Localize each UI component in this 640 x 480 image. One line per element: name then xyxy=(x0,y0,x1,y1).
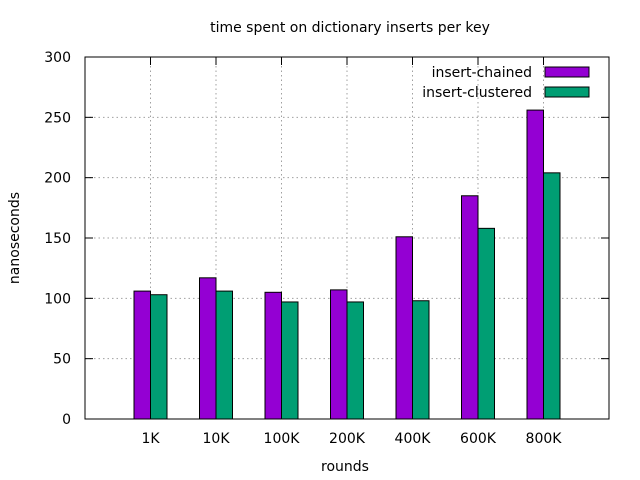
x-tick-label: 10K xyxy=(203,431,231,447)
x-tick-labels: 1K 10K 100K 200K 400K 600K 800K xyxy=(141,431,562,447)
bar-insert-clustered-400K xyxy=(412,300,430,420)
x-tick-label: 100K xyxy=(264,431,301,447)
bar-insert-chained-400K xyxy=(395,236,413,420)
bar-insert-chained-100K xyxy=(264,291,282,420)
x-tick-label: 1K xyxy=(141,431,160,447)
x-tick-label: 200K xyxy=(329,431,366,447)
y-tick-label: 250 xyxy=(44,110,71,126)
bar-insert-clustered-600K xyxy=(477,227,495,420)
bar-insert-clustered-1K xyxy=(150,294,168,420)
x-tick-label: 600K xyxy=(460,431,497,447)
y-tick-label: 50 xyxy=(53,352,71,368)
bar-insert-chained-200K xyxy=(330,289,348,420)
axis-ticks xyxy=(85,56,609,420)
bar-insert-clustered-800K xyxy=(543,172,561,420)
y-tick-label: 300 xyxy=(44,50,71,66)
x-axis-label: rounds xyxy=(321,459,369,475)
x-tick-label: 400K xyxy=(395,431,432,447)
x-tick-label: 800K xyxy=(526,431,563,447)
legend: insert-chained insert-clustered xyxy=(422,65,590,101)
bar-insert-clustered-200K xyxy=(346,301,364,420)
chart-title: time spent on dictionary inserts per key xyxy=(210,20,490,36)
bar-insert-clustered-10K xyxy=(215,290,233,420)
y-tick-label: 150 xyxy=(44,231,71,247)
bar-insert-chained-800K xyxy=(526,109,544,420)
y-tick-label: 0 xyxy=(62,412,71,428)
legend-swatch xyxy=(544,66,590,78)
y-tick-label: 100 xyxy=(44,291,71,307)
legend-label: insert-clustered xyxy=(422,85,532,101)
legend-swatch xyxy=(544,86,590,98)
bar-insert-clustered-100K xyxy=(281,301,299,420)
y-axis-label: nanoseconds xyxy=(7,192,23,284)
y-tick-labels: 0 50 100 150 200 250 300 xyxy=(44,50,71,428)
bar-insert-chained-1K xyxy=(133,290,151,420)
bar-insert-chained-10K xyxy=(199,277,217,420)
legend-label: insert-chained xyxy=(432,65,532,81)
bar-insert-chained-600K xyxy=(461,195,479,420)
y-tick-label: 200 xyxy=(44,171,71,187)
